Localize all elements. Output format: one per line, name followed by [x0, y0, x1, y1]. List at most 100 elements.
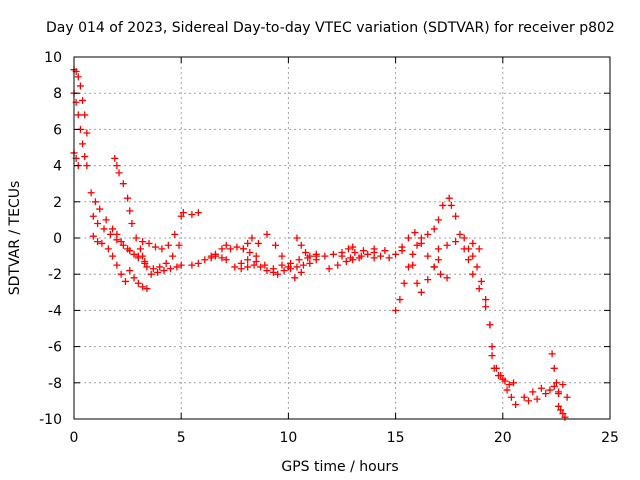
data-point — [117, 270, 125, 278]
data-point — [132, 234, 140, 242]
data-point — [537, 384, 545, 392]
y-tick-label: 8 — [53, 86, 62, 102]
data-point — [171, 230, 179, 238]
data-point — [124, 194, 132, 202]
data-point — [525, 397, 533, 405]
data-point — [456, 230, 464, 238]
data-point — [244, 239, 252, 247]
series-arc-14 — [207, 252, 230, 264]
series-arc-34 — [490, 364, 520, 409]
data-point — [156, 263, 164, 271]
y-tick-label: 10 — [44, 50, 62, 66]
data-point — [244, 256, 252, 264]
data-point — [139, 238, 147, 246]
data-point — [83, 162, 91, 170]
data-point — [136, 245, 144, 253]
data-point — [201, 256, 209, 264]
data-point — [166, 265, 174, 273]
series-arc-20 — [274, 256, 320, 278]
data-point — [246, 248, 254, 256]
data-point — [139, 252, 147, 260]
data-point — [510, 379, 518, 387]
data-point — [179, 209, 187, 217]
data-point — [111, 154, 119, 162]
series-arc-23 — [325, 256, 357, 273]
data-point — [344, 245, 352, 253]
data-point — [126, 247, 134, 255]
data-point — [278, 261, 286, 269]
data-point — [417, 239, 425, 247]
data-point — [297, 268, 305, 276]
data-point — [469, 252, 477, 260]
data-point — [149, 265, 157, 273]
data-point — [130, 274, 138, 282]
data-point — [488, 343, 496, 351]
data-point — [359, 247, 367, 255]
data-point — [404, 234, 412, 242]
series-arc-25 — [349, 243, 389, 255]
data-point — [550, 382, 558, 390]
data-point — [83, 129, 91, 137]
series-arc-9 — [139, 212, 185, 253]
data-point — [227, 245, 235, 253]
data-point — [443, 274, 451, 282]
data-point — [280, 267, 288, 275]
data-point — [443, 241, 451, 249]
data-point — [559, 410, 567, 418]
data-points — [70, 66, 571, 421]
data-point — [377, 252, 385, 260]
data-point — [158, 245, 166, 253]
data-point — [151, 243, 159, 251]
y-tick-label: 4 — [53, 159, 62, 175]
data-point — [417, 288, 425, 296]
data-point — [106, 230, 114, 238]
data-point — [104, 245, 112, 253]
chart-title: Day 014 of 2023, Sidereal Day-to-day VTE… — [46, 20, 615, 36]
data-point — [79, 96, 87, 104]
data-point — [272, 241, 280, 249]
data-point — [411, 229, 419, 237]
y-tick-label: 0 — [53, 231, 62, 247]
data-point — [437, 270, 445, 278]
data-point — [542, 390, 550, 398]
data-point — [424, 276, 432, 284]
data-point — [128, 220, 136, 228]
data-point — [392, 250, 400, 258]
data-point — [175, 241, 183, 249]
x-tick-label: 20 — [494, 430, 512, 446]
data-point — [555, 388, 563, 396]
data-point — [482, 296, 490, 304]
series-arc-4 — [87, 189, 149, 267]
y-tick-label: 2 — [53, 195, 62, 211]
data-point — [349, 243, 357, 251]
series-arc-1 — [70, 66, 91, 137]
data-point — [295, 256, 303, 264]
data-point — [321, 252, 329, 260]
x-tick-label: 15 — [387, 430, 405, 446]
data-point — [143, 285, 151, 293]
data-point — [164, 241, 172, 249]
axis-ticks — [73, 56, 611, 420]
data-point — [239, 245, 247, 253]
data-point — [143, 263, 151, 271]
data-point — [147, 270, 155, 278]
x-axis-label: GPS time / hours — [281, 459, 398, 475]
data-point — [252, 258, 260, 266]
series-arc-27 — [392, 194, 453, 314]
y-tick-label: -6 — [48, 340, 62, 356]
data-point — [96, 205, 104, 213]
data-point — [469, 239, 477, 247]
data-point — [81, 153, 89, 161]
data-point — [287, 265, 295, 273]
series-arc-3 — [70, 149, 82, 170]
data-point — [533, 395, 541, 403]
data-point — [464, 256, 472, 264]
data-point — [490, 364, 498, 372]
data-point — [222, 256, 230, 264]
data-point — [520, 393, 528, 401]
data-point — [409, 250, 417, 258]
series-arc-7 — [111, 154, 147, 260]
x-tick-label: 10 — [279, 430, 297, 446]
data-point — [473, 263, 481, 271]
data-point — [430, 263, 438, 271]
